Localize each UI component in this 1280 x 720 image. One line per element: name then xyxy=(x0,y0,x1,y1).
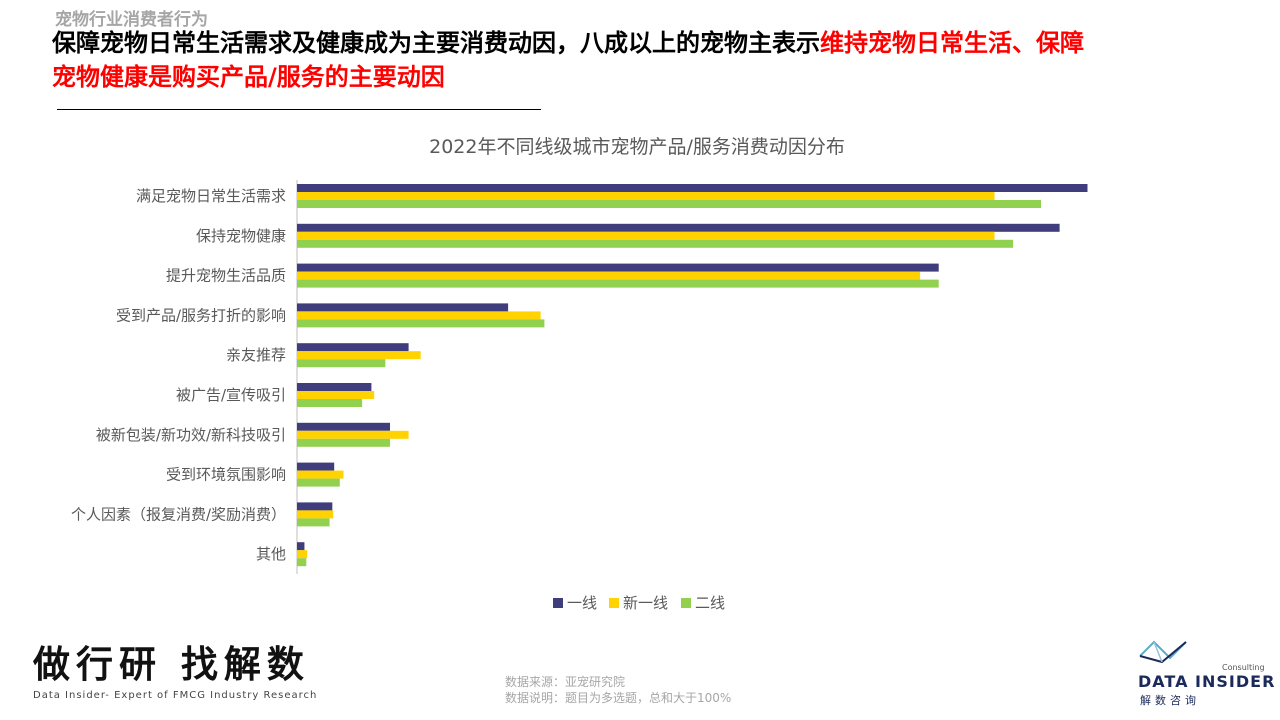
bar-tier2 xyxy=(297,518,330,527)
bar-tier2 xyxy=(297,239,1014,248)
bar-new-tier1 xyxy=(297,430,409,439)
legend-label: 一线 xyxy=(567,594,597,612)
category-label: 提升宠物生活品质 xyxy=(166,267,286,285)
category-label: 受到环境氛围影响 xyxy=(166,466,286,484)
legend-swatch xyxy=(609,598,619,608)
bar-tier2 xyxy=(297,319,545,328)
bar-new-tier1 xyxy=(297,311,541,320)
bar-tier2 xyxy=(297,478,340,487)
data-note: 数据说明：题目为多选题，总和大于100% xyxy=(505,691,732,705)
headline-black-text: 保障宠物日常生活需求及健康成为主要消费动因，八成以上的宠物主表示 xyxy=(52,29,820,57)
bar-tier2 xyxy=(297,438,390,447)
category-label: 亲友推荐 xyxy=(226,346,286,364)
data-insider-logo-icon xyxy=(1139,640,1187,664)
headline-highlight-text: 维持宠物日常生活、保障宠物健康是购买产品/服务的主要动因 xyxy=(52,29,1084,91)
bar-tier1 xyxy=(297,502,333,511)
bar-new-tier1 xyxy=(297,510,334,519)
bar-tier2 xyxy=(297,558,307,567)
logo-cn: 解数咨询 xyxy=(1140,694,1200,707)
category-label: 被新包装/新功效/新科技吸引 xyxy=(96,426,286,444)
bar-new-tier1 xyxy=(297,231,995,240)
page-headline: 保障宠物日常生活需求及健康成为主要消费动因，八成以上的宠物主表示维持宠物日常生活… xyxy=(52,26,1092,94)
category-label: 保持宠物健康 xyxy=(196,227,286,245)
bar-tier2 xyxy=(297,200,1041,208)
bar-tier1 xyxy=(297,223,1060,232)
bar-new-tier1 xyxy=(297,192,995,200)
bar-tier1 xyxy=(297,462,335,471)
bar-new-tier1 xyxy=(297,391,375,399)
category-label: 满足宠物日常生活需求 xyxy=(136,187,286,205)
bar-new-tier1 xyxy=(297,271,921,280)
data-source: 数据来源：亚宠研究院 xyxy=(505,675,626,689)
bar-tier1 xyxy=(297,343,409,352)
category-label: 个人因素（报复消费/奖励消费） xyxy=(71,505,286,523)
bar-tier1 xyxy=(297,263,939,272)
logo-name: DATA INSIDER xyxy=(1138,672,1276,691)
legend-label: 新一线 xyxy=(623,594,668,612)
legend-swatch xyxy=(681,598,691,608)
bar-tier1 xyxy=(297,303,509,312)
brand-slogan: 做行研 找解数 xyxy=(33,642,310,686)
headline-divider xyxy=(57,109,541,110)
bar-tier1 xyxy=(297,383,372,391)
category-label: 受到产品/服务打折的影响 xyxy=(116,306,286,324)
chart-title: 2022年不同线级城市宠物产品/服务消费动因分布 xyxy=(429,136,845,158)
bar-new-tier1 xyxy=(297,470,344,479)
legend-swatch xyxy=(553,598,563,608)
bar-tier1 xyxy=(297,184,1088,192)
section-tag: 宠物行业消费者行为 xyxy=(55,10,208,30)
bar-tier2 xyxy=(297,279,939,288)
bar-tier1 xyxy=(297,542,305,551)
legend-label: 二线 xyxy=(695,594,725,612)
bar-new-tier1 xyxy=(297,550,308,559)
brand-subtitle: Data Insider- Expert of FMCG Industry Re… xyxy=(33,690,318,701)
bar-tier1 xyxy=(297,422,390,431)
category-label: 被广告/宣传吸引 xyxy=(176,386,286,404)
category-label: 其他 xyxy=(256,545,286,563)
source-note: 数据来源：亚宠研究院 数据说明：题目为多选题，总和大于100% xyxy=(505,674,731,706)
bar-tier2 xyxy=(297,399,363,407)
bar-new-tier1 xyxy=(297,351,421,360)
logo-consulting: Consulting xyxy=(1222,663,1265,672)
bar-tier2 xyxy=(297,359,386,368)
